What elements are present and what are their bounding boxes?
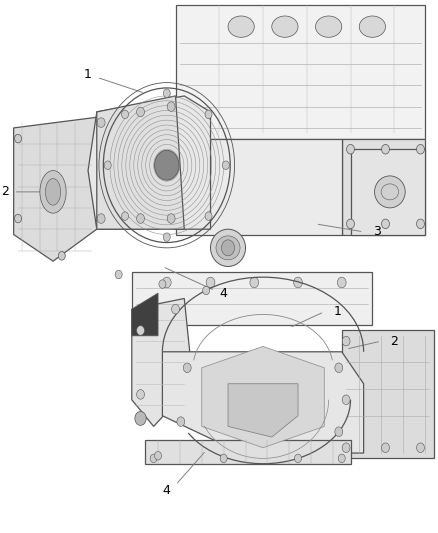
Circle shape bbox=[150, 454, 157, 463]
Circle shape bbox=[97, 118, 105, 127]
Circle shape bbox=[417, 144, 424, 154]
Ellipse shape bbox=[315, 16, 342, 37]
Circle shape bbox=[381, 144, 389, 154]
Circle shape bbox=[137, 214, 145, 223]
Circle shape bbox=[381, 219, 389, 229]
Circle shape bbox=[167, 214, 175, 223]
Circle shape bbox=[346, 219, 354, 229]
Circle shape bbox=[155, 451, 162, 460]
Text: 4: 4 bbox=[220, 287, 228, 300]
Circle shape bbox=[155, 150, 179, 180]
Circle shape bbox=[163, 89, 170, 98]
Polygon shape bbox=[14, 117, 97, 261]
Polygon shape bbox=[342, 139, 425, 235]
Circle shape bbox=[381, 443, 389, 453]
Circle shape bbox=[417, 219, 424, 229]
Circle shape bbox=[137, 326, 145, 335]
Polygon shape bbox=[88, 96, 211, 229]
Circle shape bbox=[121, 110, 128, 119]
Polygon shape bbox=[145, 440, 350, 464]
Circle shape bbox=[135, 411, 146, 425]
Circle shape bbox=[206, 277, 215, 288]
Polygon shape bbox=[176, 139, 342, 235]
Circle shape bbox=[104, 161, 111, 169]
Polygon shape bbox=[97, 96, 184, 229]
Circle shape bbox=[203, 286, 210, 295]
Circle shape bbox=[14, 134, 21, 143]
Circle shape bbox=[58, 252, 65, 260]
Polygon shape bbox=[132, 298, 193, 426]
Circle shape bbox=[220, 454, 227, 463]
Polygon shape bbox=[176, 5, 425, 139]
Circle shape bbox=[162, 277, 171, 288]
Circle shape bbox=[121, 212, 128, 220]
Polygon shape bbox=[342, 330, 434, 458]
Circle shape bbox=[205, 212, 212, 220]
Text: 4: 4 bbox=[163, 484, 171, 497]
Polygon shape bbox=[132, 293, 158, 336]
Text: 1: 1 bbox=[84, 68, 92, 81]
Circle shape bbox=[342, 443, 350, 453]
Circle shape bbox=[250, 277, 259, 288]
Ellipse shape bbox=[359, 16, 385, 37]
Polygon shape bbox=[228, 384, 298, 437]
Text: 2: 2 bbox=[390, 335, 398, 348]
Circle shape bbox=[223, 161, 230, 169]
Circle shape bbox=[172, 304, 180, 314]
Circle shape bbox=[335, 363, 343, 373]
Circle shape bbox=[163, 233, 170, 241]
Circle shape bbox=[184, 363, 191, 373]
Circle shape bbox=[205, 110, 212, 119]
Ellipse shape bbox=[272, 16, 298, 37]
Circle shape bbox=[342, 395, 350, 405]
Circle shape bbox=[177, 417, 185, 426]
Circle shape bbox=[222, 240, 235, 256]
Text: 3: 3 bbox=[373, 225, 381, 238]
Ellipse shape bbox=[374, 176, 405, 208]
Ellipse shape bbox=[211, 229, 246, 266]
Polygon shape bbox=[132, 272, 372, 325]
Circle shape bbox=[167, 102, 175, 111]
Text: 1: 1 bbox=[333, 305, 341, 318]
Circle shape bbox=[338, 454, 345, 463]
Circle shape bbox=[417, 443, 424, 453]
Ellipse shape bbox=[216, 236, 240, 260]
Circle shape bbox=[346, 144, 354, 154]
Polygon shape bbox=[202, 346, 324, 448]
Circle shape bbox=[137, 107, 145, 117]
Circle shape bbox=[97, 214, 105, 223]
Circle shape bbox=[294, 454, 301, 463]
Ellipse shape bbox=[40, 171, 66, 213]
Polygon shape bbox=[350, 149, 425, 235]
Circle shape bbox=[159, 280, 166, 288]
Circle shape bbox=[137, 390, 145, 399]
Circle shape bbox=[337, 277, 346, 288]
Circle shape bbox=[14, 214, 21, 223]
Circle shape bbox=[293, 277, 302, 288]
Text: 2: 2 bbox=[1, 185, 9, 198]
Circle shape bbox=[115, 270, 122, 279]
Ellipse shape bbox=[228, 16, 254, 37]
Circle shape bbox=[342, 336, 350, 346]
Ellipse shape bbox=[46, 179, 61, 205]
Polygon shape bbox=[162, 352, 364, 453]
Circle shape bbox=[335, 427, 343, 437]
